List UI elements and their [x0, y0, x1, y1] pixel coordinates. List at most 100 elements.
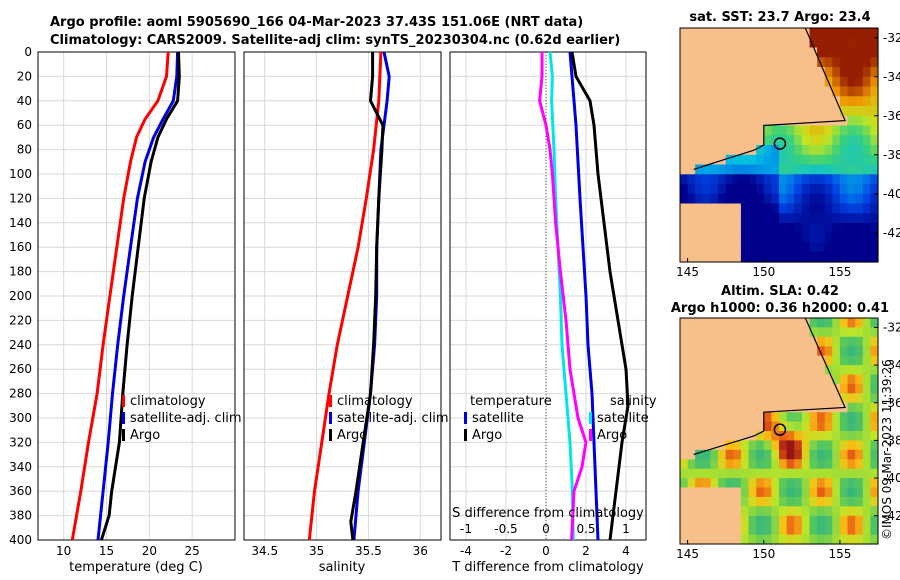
land-cell: [756, 365, 765, 376]
ocean-cell: [725, 184, 734, 195]
land-cell: [817, 402, 826, 413]
ocean-cell: [824, 193, 833, 205]
land-cell: [794, 336, 803, 347]
ocean-cell: [862, 487, 871, 498]
land-cell: [718, 106, 727, 117]
y-tick-label: -32: [883, 320, 900, 334]
land-cell: [687, 496, 696, 507]
land-cell: [725, 412, 734, 423]
ocean-cell: [779, 145, 788, 156]
land-cell: [786, 346, 795, 357]
land-cell: [702, 515, 711, 526]
ocean-cell: [870, 534, 879, 545]
land-cell: [680, 28, 689, 39]
land-cell: [725, 86, 734, 97]
land-cell: [801, 393, 810, 404]
land-cell: [771, 402, 780, 413]
ocean-cell: [763, 525, 772, 536]
ocean-cell: [718, 174, 727, 185]
ocean-cell: [839, 223, 849, 234]
land-cell: [718, 506, 727, 517]
ocean-cell: [771, 252, 780, 263]
ocean-cell: [817, 154, 826, 166]
land-cell: [710, 252, 719, 263]
ocean-cell: [779, 203, 788, 214]
x-tick-label: 0: [542, 544, 550, 558]
land-cell: [718, 86, 727, 97]
land-cell: [680, 365, 689, 376]
ocean-cell: [794, 203, 803, 214]
land-cell: [718, 355, 727, 366]
land-cell: [680, 402, 689, 413]
land-cell: [763, 76, 772, 88]
ocean-cell: [870, 203, 879, 214]
y-tick-label: 300: [9, 411, 32, 425]
land-cell: [801, 28, 810, 39]
land-cell: [733, 355, 742, 366]
ocean-cell: [862, 242, 871, 253]
legend-swatch: [464, 429, 467, 441]
land-cell: [695, 355, 704, 366]
y-tick-label: -34: [883, 358, 900, 372]
ocean-cell: [847, 506, 856, 517]
ocean-cell: [847, 496, 856, 507]
land-cell: [779, 28, 788, 39]
land-cell: [763, 57, 772, 68]
ocean-cell: [809, 213, 818, 224]
legend-swatch: [589, 412, 592, 424]
ocean-cell: [763, 184, 772, 195]
land-cell: [725, 67, 734, 78]
ocean-cell: [801, 184, 810, 195]
land-cell: [725, 327, 734, 338]
land-cell: [832, 106, 841, 117]
ocean-cell: [725, 459, 734, 470]
ocean-cell: [794, 193, 803, 205]
ocean-cell: [839, 193, 849, 205]
land-cell: [702, 412, 711, 423]
ocean-cell: [779, 506, 788, 517]
ocean-cell: [771, 478, 780, 489]
land-cell: [680, 421, 689, 432]
land-cell: [680, 383, 689, 394]
land-cell: [680, 213, 689, 224]
land-cell: [794, 28, 803, 39]
ocean-cell: [870, 478, 879, 489]
ocean-cell: [725, 468, 734, 479]
land-cell: [710, 76, 719, 88]
land-cell: [702, 365, 711, 376]
ocean-cell: [855, 449, 864, 460]
ocean-cell: [756, 487, 765, 498]
land-cell: [702, 145, 711, 156]
ocean-cell: [779, 154, 788, 166]
land-cell: [680, 145, 689, 156]
land-cell: [695, 106, 704, 117]
land-cell: [801, 327, 810, 338]
land-cell: [710, 393, 719, 404]
land-cell: [687, 346, 696, 357]
ocean-cell: [862, 431, 871, 441]
ocean-cell: [794, 213, 803, 224]
ocean-cell: [748, 213, 757, 224]
land-cell: [748, 115, 757, 127]
x-tick-label: 145: [676, 265, 699, 279]
land-cell: [756, 115, 765, 127]
ocean-cell: [839, 506, 849, 517]
ocean-cell: [817, 242, 826, 253]
land-cell: [695, 487, 704, 498]
land-cell: [748, 125, 757, 136]
ocean-cell: [824, 135, 833, 146]
land-cell: [710, 327, 719, 338]
land-cell: [718, 115, 727, 127]
land-cell: [687, 431, 696, 441]
land-cell: [725, 252, 734, 263]
ocean-cell: [870, 145, 879, 156]
land-cell: [695, 412, 704, 423]
ocean-cell: [817, 135, 826, 146]
ocean-cell: [862, 440, 871, 451]
ocean-cell: [771, 232, 780, 244]
land-cell: [779, 106, 788, 117]
land-cell: [702, 242, 711, 253]
ocean-cell: [870, 327, 879, 338]
land-cell: [756, 327, 765, 338]
